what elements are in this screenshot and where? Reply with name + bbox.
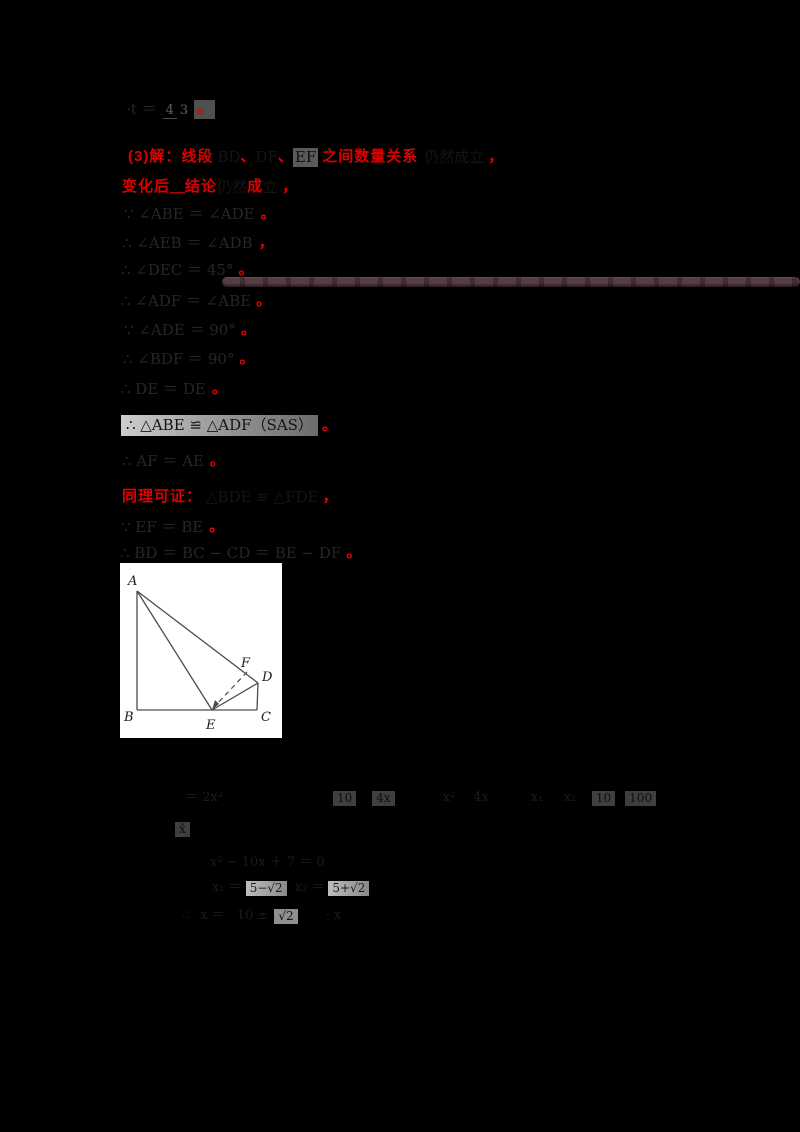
math-segment: x₂ bbox=[563, 790, 576, 805]
math-segment: x₁ bbox=[530, 790, 544, 805]
geometry-figure: A B C D E F bbox=[120, 563, 282, 738]
arrowhead-icon bbox=[212, 700, 219, 710]
text-row: 变化后 ＿ 结论 仍然成立， bbox=[122, 178, 297, 197]
figure-solid-lines bbox=[136, 590, 259, 711]
math-segment: 。 bbox=[194, 100, 216, 119]
math-segment: 。 bbox=[321, 417, 337, 434]
math-segment: 之间数量关系 bbox=[322, 148, 419, 165]
text-row: ∴ BD ＝ BC − CD ＝ BE − DF。 bbox=[120, 544, 361, 563]
math-segment: 4x bbox=[372, 791, 395, 807]
text-row: ∴ ∠AEB ＝ ∠ADB ， bbox=[122, 234, 274, 253]
text-row: ∴ △ABE ≌ △ADF（SAS）。 bbox=[121, 415, 337, 436]
text-row: ∵ ∠ABE ＝ ∠ADE 。 bbox=[124, 205, 276, 224]
math-segment: x² bbox=[442, 790, 456, 805]
math-segment: x̂ bbox=[175, 822, 190, 837]
text-row: (3)解：线段 BD、 DF、 EF 之间数量关系 仍然成立， bbox=[128, 148, 503, 167]
math-segment: 。 bbox=[256, 292, 272, 309]
math-segment: 5−√2 bbox=[245, 881, 287, 897]
text-row: ∴ DE ＝ DE 。 bbox=[121, 380, 227, 399]
math-segment: ＿ bbox=[170, 178, 186, 195]
math-segment: ∴ AF ＝ AE bbox=[122, 452, 204, 470]
math-segment: x ＝ bbox=[200, 908, 225, 923]
math-segment: ∴ bbox=[182, 908, 191, 923]
math-segment: ∴ ∠DEC ＝ 45° bbox=[121, 261, 234, 279]
text-row: ∴ ∠DEC ＝ 45°。 bbox=[121, 261, 253, 280]
math-segment: 100 bbox=[625, 791, 657, 807]
math-segment: x² − 10x ＋ 7 ＝ 0 bbox=[210, 855, 325, 870]
math-segment: ∵ ∠ABE ＝ ∠ADE bbox=[124, 205, 255, 223]
math-segment: 、 bbox=[277, 148, 293, 165]
math-segment: 。 bbox=[209, 518, 225, 535]
math-segment: 同理可证： bbox=[122, 488, 203, 505]
math-segment: ∴ ∠BDF ＝ 90° bbox=[123, 350, 235, 368]
label-C: C bbox=[261, 710, 271, 725]
math-segment: 。 bbox=[239, 350, 255, 367]
label-D: D bbox=[261, 670, 273, 685]
math-segment: ， bbox=[282, 178, 298, 195]
math-segment: EF bbox=[292, 148, 319, 167]
math-segment: ∴ BD ＝ BC − CD ＝ BE − DF bbox=[120, 544, 342, 562]
figure-dashed-ef bbox=[212, 671, 248, 710]
math-segment: BD bbox=[217, 148, 241, 166]
math-segment: 5+√2 bbox=[328, 881, 370, 897]
geometry-figure-svg: A B C D E F bbox=[123, 574, 273, 733]
text-row: ∴ x ＝ 10 ± √2 · x bbox=[182, 908, 342, 925]
label-A: A bbox=[127, 574, 137, 589]
math-segment: ＝ 2x² bbox=[185, 790, 223, 805]
math-segment: ， bbox=[488, 148, 504, 165]
math-segment: ， bbox=[258, 234, 274, 251]
math-segment: ∴ △ABE ≌ △ADF（SAS） bbox=[121, 415, 318, 436]
text-row: ∴ ∠BDF ＝ 90°。 bbox=[123, 350, 254, 369]
math-segment: 、 bbox=[240, 148, 256, 165]
math-segment: 变化后 bbox=[122, 178, 171, 195]
math-segment: ∴ ∠AEB ＝ ∠ADB bbox=[122, 234, 253, 252]
math-segment: DF bbox=[255, 148, 278, 166]
math-segment: x₁ ＝ bbox=[212, 880, 242, 895]
math-segment: 10 bbox=[332, 791, 357, 807]
math-segment: 。 bbox=[238, 261, 254, 278]
math-segment: · x bbox=[325, 908, 342, 923]
text-row: x̂ bbox=[175, 822, 190, 837]
horizontal-rule bbox=[222, 277, 800, 287]
math-segment: 仍然成立 bbox=[424, 148, 485, 166]
text-row: ∵ EF ＝ BE 。 bbox=[121, 518, 224, 537]
math-segment: 。 bbox=[260, 205, 276, 222]
text-row: 同理可证： △BDE ≌ △FDE， bbox=[122, 488, 338, 507]
math-segment: ∴ ∠ADF ＝ ∠ABE bbox=[121, 292, 252, 310]
math-segment: 成 bbox=[247, 178, 264, 195]
math-segment: 。 bbox=[211, 380, 227, 397]
math-segment: ∴ DE ＝ DE bbox=[121, 380, 206, 398]
math-segment: 结论 bbox=[185, 178, 218, 195]
math-segment: 立 bbox=[263, 178, 279, 196]
label-B: B bbox=[123, 710, 134, 725]
math-segment: 4x bbox=[473, 790, 489, 805]
math-segment: 10 ± bbox=[236, 908, 269, 923]
text-row: ＝ 2x² 10 4x x² 4x x₁ x₂ 10 100 bbox=[185, 790, 657, 807]
label-F: F bbox=[240, 656, 251, 671]
math-segment: ， bbox=[322, 488, 338, 505]
math-segment: ∵ ∠ADE ＝ 90° bbox=[124, 321, 236, 339]
math-segment: ∵ EF ＝ BE bbox=[121, 518, 204, 536]
math-segment: 。 bbox=[346, 544, 362, 561]
text-row: ∵ ∠ADE ＝ 90°。 bbox=[124, 321, 256, 340]
math-segment: (3)解：线段 bbox=[128, 148, 214, 165]
math-segment: x₂ ＝ bbox=[294, 880, 325, 895]
math-segment: 。 bbox=[240, 321, 256, 338]
math-segment: △BDE ≌ △FDE bbox=[206, 488, 319, 506]
text-row: ∴ ∠ADF ＝ ∠ABE。 bbox=[121, 292, 271, 311]
text-row: x₁ ＝ 5−√2 x₂ ＝ 5+√2 bbox=[212, 880, 370, 897]
math-segment: 10 bbox=[591, 791, 616, 807]
math-segment: 。 bbox=[209, 452, 225, 469]
text-row: ·t ＝ 4 3。 bbox=[126, 100, 216, 119]
math-segment: √2 bbox=[274, 909, 298, 925]
math-segment: ·t ＝ bbox=[126, 100, 157, 118]
text-row: x² − 10x ＋ 7 ＝ 0 bbox=[210, 855, 325, 871]
math-segment: 仍然 bbox=[217, 178, 248, 196]
text-row: ∴ AF ＝ AE 。 bbox=[122, 452, 225, 471]
label-E: E bbox=[205, 718, 216, 733]
